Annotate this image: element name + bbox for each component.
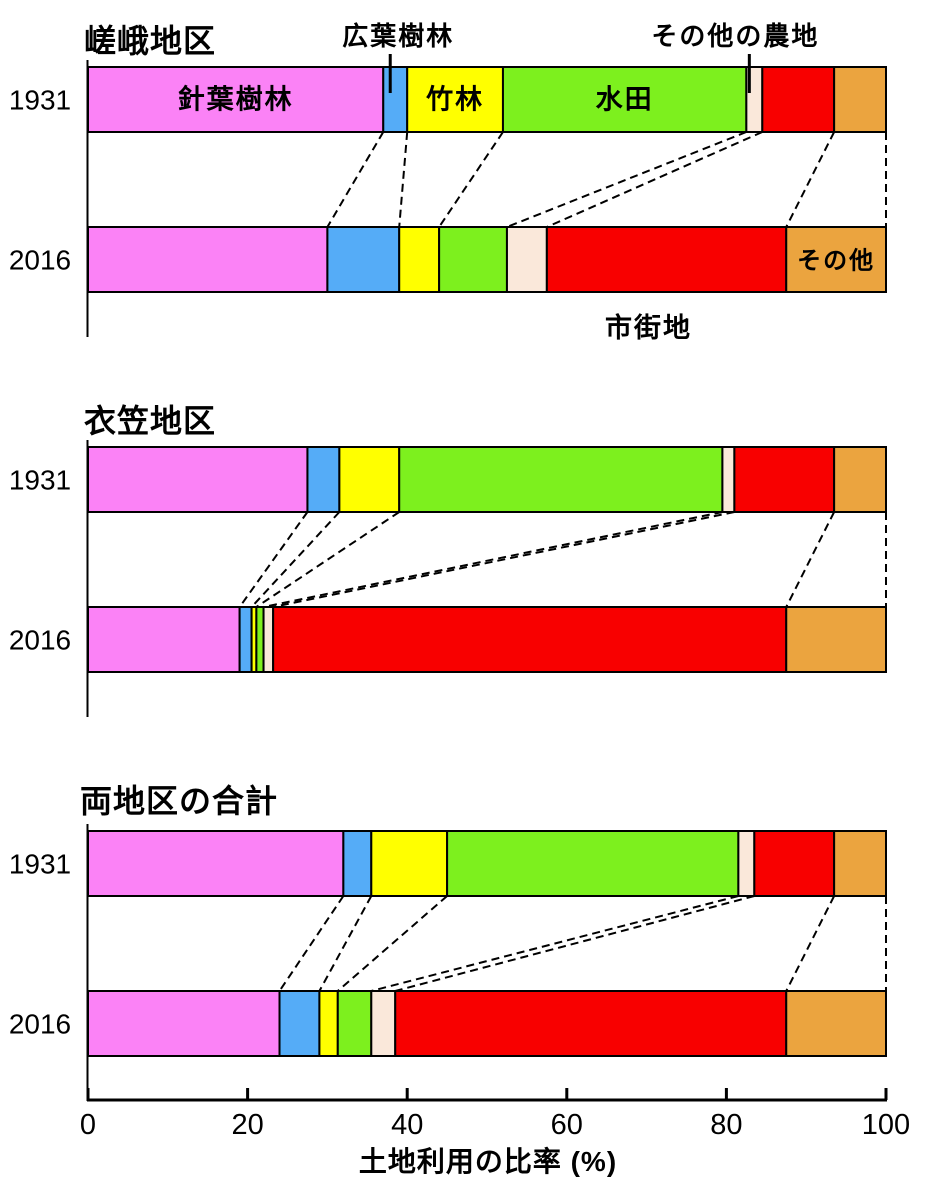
bar-segment — [255, 606, 265, 673]
bar-segment — [833, 830, 888, 897]
bar-category-label: 2016 — [9, 245, 71, 276]
bar-segment — [87, 830, 345, 897]
bar-segment — [262, 606, 275, 673]
bar-category-label: 1931 — [9, 849, 71, 880]
bar-segment — [737, 830, 756, 897]
dashed-connector — [250, 511, 341, 608]
dashed-connector — [398, 131, 409, 228]
dashed-connector — [394, 895, 755, 992]
bar-segment — [761, 66, 836, 133]
bar-segment — [87, 226, 329, 293]
bar-segment — [733, 446, 836, 513]
bar-segment — [545, 226, 788, 293]
chart-title-total: 両地区の合計 — [80, 783, 279, 819]
bar-segment — [785, 606, 887, 673]
x-axis-tick-label: 0 — [80, 1109, 96, 1141]
bar-segment — [338, 446, 401, 513]
bar-segment — [833, 446, 888, 513]
callout-label: 広葉樹林 — [342, 21, 454, 51]
x-axis-title: 土地利用の比率 (%) — [358, 1146, 618, 1177]
bar-segment — [398, 446, 724, 513]
bar-segment — [238, 606, 253, 673]
inbar-segment-label: その他 — [797, 248, 875, 275]
bar-segment — [406, 66, 504, 133]
x-axis-tick-label: 20 — [231, 1109, 263, 1141]
dashed-connector — [318, 895, 373, 992]
bar-segment — [272, 606, 788, 673]
dashed-connector — [263, 511, 723, 608]
bar-segment — [278, 990, 321, 1057]
bar-segment — [721, 446, 736, 513]
bar-segment — [87, 990, 281, 1057]
dashed-connector — [326, 131, 385, 228]
bar-segment — [505, 226, 548, 293]
callout-label: その他の農地 — [651, 21, 819, 51]
bar-segment — [87, 66, 385, 133]
bar-segment — [336, 990, 373, 1057]
below-bar-label: 市街地 — [605, 312, 692, 343]
dashed-connector — [272, 511, 735, 608]
bar-category-label: 2016 — [9, 625, 71, 656]
dashed-connector — [337, 895, 448, 992]
dashed-connector — [785, 895, 836, 992]
x-axis-tick-label: 80 — [710, 1109, 742, 1141]
dashed-connector — [785, 511, 836, 608]
dashed-connector — [278, 895, 345, 992]
bar-segment — [318, 990, 339, 1057]
bar-segment — [370, 830, 449, 897]
x-axis-tick-label: 60 — [551, 1109, 583, 1141]
bar-segment — [306, 446, 341, 513]
bar-category-label: 1931 — [9, 465, 71, 496]
bar-segment — [326, 226, 401, 293]
bar-segment — [501, 66, 748, 133]
bar-segment — [382, 66, 409, 133]
dashed-connector — [238, 511, 309, 608]
bar-segment — [833, 66, 888, 133]
bar-segment — [394, 990, 788, 1057]
dashed-connector — [546, 131, 763, 228]
dashed-connector — [438, 131, 504, 228]
bar-category-label: 2016 — [9, 1009, 71, 1040]
bar-segment — [438, 226, 508, 293]
bar-segment — [342, 830, 373, 897]
bar-segment — [785, 990, 887, 1057]
bar-category-label: 1931 — [9, 85, 71, 116]
inbar-segment-label: 竹林 — [425, 84, 484, 115]
x-axis-tick-label: 100 — [862, 1109, 910, 1141]
bar-segment — [398, 226, 441, 293]
dashed-connector — [506, 131, 747, 228]
bar-segment — [753, 830, 836, 897]
dashed-connector — [255, 511, 400, 608]
inbar-segment-label: 針葉樹林 — [178, 84, 294, 115]
x-axis-tick-label: 40 — [391, 1109, 423, 1141]
bar-segment — [87, 446, 309, 513]
dashed-connector — [371, 895, 739, 992]
dashed-connector — [785, 131, 836, 228]
bar-segment — [87, 606, 241, 673]
bar-segment — [370, 990, 397, 1057]
chart-title-saga: 嵯峨地区 — [84, 23, 217, 59]
inbar-segment-label: 水田 — [596, 85, 654, 115]
bar-segment — [785, 226, 887, 293]
bar-segment — [446, 830, 740, 897]
chart-title-kinugasa: 衣笠地区 — [84, 403, 217, 439]
